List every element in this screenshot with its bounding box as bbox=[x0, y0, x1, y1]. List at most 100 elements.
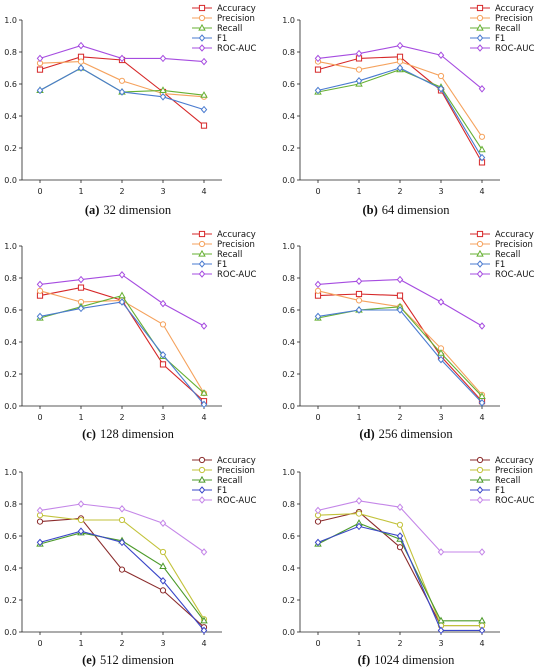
x-tick-label: 0 bbox=[37, 413, 42, 422]
series-f1 bbox=[36, 298, 208, 409]
data-point bbox=[159, 519, 167, 527]
legend-swatch-marker bbox=[476, 230, 484, 238]
y-tick-label: 0.4 bbox=[282, 564, 295, 573]
data-point bbox=[396, 292, 404, 299]
legend-label: Accuracy bbox=[217, 456, 256, 466]
caption-text: 32 dimension bbox=[103, 203, 171, 217]
data-point bbox=[200, 400, 208, 409]
y-tick-label: 0.0 bbox=[282, 176, 295, 185]
x-tick-label: 2 bbox=[119, 413, 124, 422]
caption-text: 1024 dimension bbox=[374, 653, 455, 667]
data-point bbox=[159, 548, 167, 556]
y-tick-label: 0.4 bbox=[282, 112, 295, 121]
y-tick-label: 1.0 bbox=[4, 16, 17, 25]
legend-label: Precision bbox=[217, 466, 255, 476]
data-point bbox=[118, 77, 126, 84]
data-point bbox=[355, 522, 363, 531]
y-tick-label: 1.0 bbox=[282, 242, 295, 251]
x-tick-label: 3 bbox=[438, 413, 443, 422]
y-tick-label: 0.6 bbox=[4, 306, 17, 315]
x-tick-label: 1 bbox=[356, 413, 361, 422]
x-tick-label: 2 bbox=[397, 187, 402, 196]
panel-caption: (f) 1024 dimension bbox=[358, 653, 455, 667]
data-point bbox=[437, 85, 445, 93]
panel-caption: (b) 64 dimension bbox=[363, 203, 451, 217]
y-tick-label: 0.4 bbox=[4, 338, 17, 347]
legend-label: Accuracy bbox=[495, 456, 534, 466]
caption-label: (a) bbox=[85, 203, 100, 217]
y-tick-label: 0.6 bbox=[4, 532, 17, 541]
data-point bbox=[118, 88, 126, 96]
y-tick-label: 0.4 bbox=[4, 112, 17, 121]
data-point bbox=[437, 298, 445, 306]
series-line bbox=[317, 309, 483, 404]
data-point bbox=[314, 54, 322, 63]
data-point bbox=[478, 616, 486, 624]
x-tick-label: 1 bbox=[78, 639, 83, 648]
data-point bbox=[200, 548, 208, 556]
chart-panel-a: 0.0 0.2 0.4 0.6 0.8 1.0 0 1 2 3 4 AccuracyPrecision… bbox=[4, 4, 256, 217]
x-tick-label: 1 bbox=[78, 413, 83, 422]
data-point bbox=[355, 77, 363, 85]
y-tick-label: 0.2 bbox=[282, 370, 295, 379]
data-point bbox=[118, 566, 126, 573]
series-f1 bbox=[314, 306, 486, 407]
data-point bbox=[355, 66, 363, 73]
data-point bbox=[200, 122, 208, 129]
data-point bbox=[118, 538, 126, 547]
data-point bbox=[77, 304, 85, 313]
data-point bbox=[437, 548, 445, 556]
series-recall bbox=[36, 291, 208, 396]
data-point bbox=[159, 299, 167, 308]
legend-label: Recall bbox=[217, 24, 242, 34]
data-point bbox=[200, 105, 208, 114]
caption-label: (d) bbox=[359, 427, 374, 441]
y-tick-label: 0.0 bbox=[4, 176, 17, 185]
data-point bbox=[36, 280, 44, 289]
y-tick-label: 0.6 bbox=[282, 80, 295, 89]
data-point bbox=[77, 284, 85, 291]
legend-swatch-marker bbox=[476, 240, 484, 248]
series-roc-auc bbox=[36, 500, 208, 556]
y-tick-label: 0.8 bbox=[4, 274, 17, 283]
legend-label: ROC-AUC bbox=[495, 44, 534, 54]
data-point bbox=[200, 91, 208, 98]
data-point bbox=[396, 275, 404, 284]
data-point bbox=[159, 361, 167, 368]
y-tick-label: 0.8 bbox=[4, 48, 17, 57]
data-point bbox=[200, 57, 208, 66]
series-roc-auc bbox=[314, 497, 486, 556]
legend-swatch-marker bbox=[476, 486, 484, 494]
x-tick-label: 0 bbox=[37, 187, 42, 196]
data-point bbox=[478, 322, 486, 330]
legend-label: Precision bbox=[495, 240, 533, 250]
data-point bbox=[118, 271, 126, 279]
legend-label: Accuracy bbox=[495, 230, 534, 240]
panel-caption: (e) 512 dimension bbox=[82, 653, 175, 667]
data-point bbox=[314, 280, 322, 289]
legend-label: ROC-AUC bbox=[217, 270, 256, 280]
legend-swatch-marker bbox=[476, 260, 484, 268]
data-point bbox=[159, 562, 167, 569]
legend-label: ROC-AUC bbox=[495, 270, 534, 280]
x-tick-label: 4 bbox=[479, 187, 484, 196]
series-precision bbox=[314, 510, 486, 629]
legend-swatch-marker bbox=[198, 270, 206, 278]
caption-label: (b) bbox=[363, 203, 378, 217]
legend-label: ROC-AUC bbox=[217, 496, 256, 506]
caption-label: (e) bbox=[82, 653, 96, 667]
x-tick-label: 3 bbox=[160, 413, 165, 422]
y-tick-label: 1.0 bbox=[282, 16, 295, 25]
series-line bbox=[317, 69, 483, 150]
data-point bbox=[437, 355, 445, 364]
chart-panel-b: 0.0 0.2 0.4 0.6 0.8 1.0 0 1 2 3 4 AccuracyPrecision… bbox=[282, 4, 534, 217]
data-point bbox=[437, 349, 445, 356]
data-point bbox=[118, 291, 126, 299]
legend-swatch-marker bbox=[476, 456, 484, 464]
data-point bbox=[396, 64, 404, 72]
y-tick-label: 0.6 bbox=[4, 80, 17, 89]
data-point bbox=[437, 72, 445, 80]
data-point bbox=[314, 506, 322, 515]
